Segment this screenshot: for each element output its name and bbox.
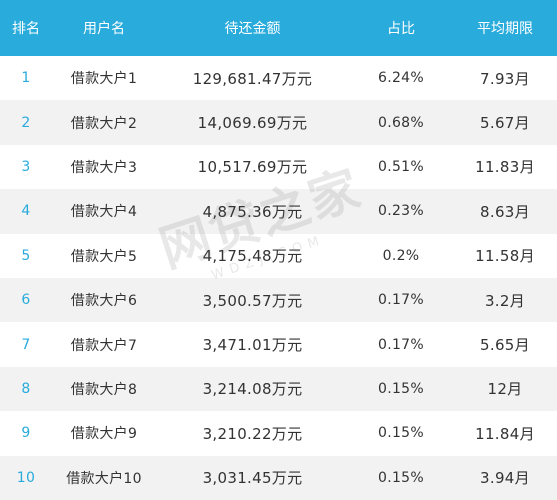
amount-cell: 14,069.69万元	[197, 114, 308, 133]
amount-cell: 3,471.01万元	[202, 336, 303, 355]
user-cell: 借款大户6	[70, 293, 138, 310]
user-cell: 借款大户8	[70, 381, 138, 398]
share-cell: 0.17%	[378, 292, 424, 309]
amount-cell: 3,500.57万元	[202, 291, 303, 310]
rank-cell: 8	[21, 380, 31, 397]
header-period: 平均期限	[477, 21, 533, 37]
share-cell: 0.17%	[378, 336, 424, 353]
header-user: 用户名	[83, 21, 125, 37]
share-cell: 0.68%	[378, 114, 424, 131]
table-row: 5 借款大户5 4,175.48万元 0.2% 11.58月	[0, 233, 557, 278]
rank-cell: 1	[21, 70, 31, 87]
rank-cell: 10	[16, 469, 36, 486]
header-rank: 排名	[12, 21, 40, 37]
period-cell: 11.83月	[475, 158, 535, 177]
user-cell: 借款大户10	[66, 470, 142, 487]
user-cell: 借款大户4	[70, 204, 138, 221]
period-cell: 3.2月	[484, 291, 526, 310]
share-cell: 0.15%	[378, 469, 424, 486]
amount-cell: 10,517.69万元	[197, 158, 308, 177]
amount-cell: 3,031.45万元	[202, 469, 303, 488]
header-share: 占比	[387, 21, 415, 37]
rank-cell: 4	[21, 203, 31, 220]
period-cell: 5.65月	[480, 336, 530, 355]
rank-cell: 7	[21, 336, 31, 353]
table-row: 3 借款大户3 10,517.69万元 0.51% 11.83月	[0, 144, 557, 190]
amount-cell: 129,681.47万元	[192, 69, 313, 88]
table-row: 2 借款大户2 14,069.69万元 0.68% 5.67月	[0, 100, 557, 145]
amount-cell: 3,214.08万元	[202, 380, 303, 399]
user-cell: 借款大户5	[70, 248, 138, 265]
share-cell: 0.2%	[382, 247, 420, 264]
rank-cell: 3	[21, 158, 31, 175]
rank-cell: 9	[21, 425, 31, 442]
user-cell: 借款大户7	[70, 337, 138, 354]
rank-cell: 2	[21, 114, 31, 131]
table-row: 1 借款大户1 129,681.47万元 6.24% 7.93月	[0, 56, 557, 101]
period-cell: 3.94月	[480, 469, 530, 488]
period-cell: 7.93月	[480, 69, 530, 88]
share-cell: 0.23%	[378, 203, 424, 220]
period-cell: 12月	[487, 380, 523, 399]
table-header: 排名 用户名 待还金额 占比 平均期限	[0, 0, 557, 56]
table-row: 4 借款大户4 4,875.36万元 0.23% 8.63月	[0, 189, 557, 234]
rank-cell: 6	[21, 292, 31, 309]
share-cell: 0.51%	[378, 158, 424, 175]
share-cell: 0.15%	[378, 425, 424, 442]
period-cell: 11.84月	[475, 424, 535, 443]
table-row: 9 借款大户9 3,210.22万元 0.15% 11.84月	[0, 411, 557, 456]
share-cell: 6.24%	[378, 70, 424, 87]
user-cell: 借款大户2	[70, 115, 138, 132]
table-row: 10 借款大户10 3,031.45万元 0.15% 3.94月	[0, 455, 557, 500]
user-cell: 借款大户1	[70, 71, 138, 88]
user-cell: 借款大户3	[70, 159, 138, 176]
table-row: 6 借款大户6 3,500.57万元 0.17% 3.2月	[0, 277, 557, 323]
amount-cell: 4,875.36万元	[202, 202, 303, 221]
period-cell: 5.67月	[480, 114, 530, 133]
table-row: 7 借款大户7 3,471.01万元 0.17% 5.65月	[0, 322, 557, 367]
period-cell: 8.63月	[480, 202, 530, 221]
header-amount: 待还金额	[224, 21, 281, 37]
share-cell: 0.15%	[378, 380, 424, 397]
period-cell: 11.58月	[475, 247, 535, 266]
amount-cell: 3,210.22万元	[202, 424, 303, 443]
table-row: 8 借款大户8 3,214.08万元 0.15% 12月	[0, 366, 557, 412]
amount-cell: 4,175.48万元	[202, 247, 303, 266]
user-cell: 借款大户9	[70, 426, 138, 443]
rank-cell: 5	[21, 247, 31, 264]
